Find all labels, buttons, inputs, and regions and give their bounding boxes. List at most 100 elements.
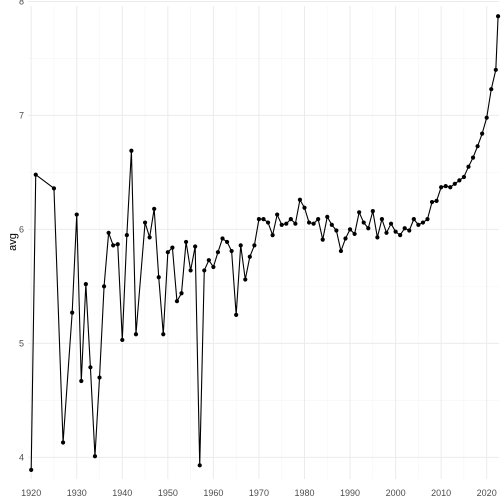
data-point xyxy=(252,243,256,247)
y-tick-label: 8 xyxy=(19,0,24,6)
data-point xyxy=(302,206,306,210)
data-point xyxy=(475,144,479,148)
data-point xyxy=(489,87,493,91)
data-point xyxy=(371,209,375,213)
data-point xyxy=(248,255,252,259)
data-point xyxy=(312,222,316,226)
data-point xyxy=(348,227,352,231)
data-point xyxy=(189,268,193,272)
data-point xyxy=(261,217,265,221)
data-point xyxy=(448,185,452,189)
data-point xyxy=(34,173,38,177)
y-axis-title: avg xyxy=(7,233,19,251)
data-point xyxy=(421,220,425,224)
data-point xyxy=(271,233,275,237)
x-tick-label: 1980 xyxy=(294,488,314,498)
data-point xyxy=(257,217,261,221)
x-tick-label: 2020 xyxy=(477,488,497,498)
data-point xyxy=(161,332,165,336)
data-point xyxy=(111,243,115,247)
data-point xyxy=(457,178,461,182)
data-point xyxy=(380,217,384,221)
data-point xyxy=(234,313,238,317)
x-tick-label: 1950 xyxy=(158,488,178,498)
data-point xyxy=(384,231,388,235)
data-point xyxy=(61,440,65,444)
data-point xyxy=(116,242,120,246)
data-point xyxy=(353,232,357,236)
data-point xyxy=(425,217,429,221)
y-tick-label: 7 xyxy=(19,110,24,120)
data-point xyxy=(157,275,161,279)
data-point xyxy=(293,222,297,226)
data-point xyxy=(97,375,101,379)
data-point xyxy=(129,149,133,153)
x-tick-label: 1970 xyxy=(249,488,269,498)
data-point xyxy=(362,220,366,224)
data-point xyxy=(170,246,174,250)
data-point xyxy=(166,250,170,254)
data-point xyxy=(398,233,402,237)
data-point xyxy=(496,14,500,18)
data-point xyxy=(325,215,329,219)
data-point xyxy=(230,249,234,253)
data-point xyxy=(462,175,466,179)
data-point xyxy=(471,155,475,159)
data-point xyxy=(75,212,79,216)
data-point xyxy=(239,243,243,247)
data-point xyxy=(275,212,279,216)
data-point xyxy=(184,240,188,244)
data-point xyxy=(343,236,347,240)
data-point xyxy=(334,228,338,232)
data-point xyxy=(143,220,147,224)
data-point xyxy=(202,268,206,272)
data-point xyxy=(102,284,106,288)
data-point xyxy=(211,265,215,269)
data-point xyxy=(198,463,202,467)
data-point xyxy=(179,291,183,295)
data-point xyxy=(485,116,489,120)
data-point xyxy=(407,228,411,232)
data-point xyxy=(339,249,343,253)
data-point xyxy=(453,182,457,186)
data-point xyxy=(216,250,220,254)
x-tick-label: 2000 xyxy=(386,488,406,498)
data-point xyxy=(316,217,320,221)
data-point xyxy=(480,132,484,136)
data-point xyxy=(434,199,438,203)
y-tick-label: 4 xyxy=(19,452,24,462)
data-point xyxy=(29,468,33,472)
data-point xyxy=(152,207,156,211)
data-point xyxy=(439,185,443,189)
data-point xyxy=(70,310,74,314)
data-point xyxy=(52,186,56,190)
y-tick-label: 5 xyxy=(19,338,24,348)
data-point xyxy=(466,165,470,169)
data-point xyxy=(220,236,224,240)
data-point xyxy=(243,277,247,281)
data-point xyxy=(84,282,88,286)
x-tick-label: 1930 xyxy=(67,488,87,498)
data-point xyxy=(375,235,379,239)
data-point xyxy=(357,210,361,214)
data-point xyxy=(107,231,111,235)
x-tick-label: 1940 xyxy=(112,488,132,498)
data-point xyxy=(389,222,393,226)
data-point xyxy=(430,200,434,204)
x-tick-label: 1990 xyxy=(340,488,360,498)
data-point xyxy=(298,198,302,202)
data-point xyxy=(330,223,334,227)
data-point xyxy=(148,235,152,239)
data-point xyxy=(120,338,124,342)
data-point xyxy=(444,184,448,188)
data-point xyxy=(307,220,311,224)
data-point xyxy=(321,238,325,242)
x-tick-label: 1960 xyxy=(203,488,223,498)
data-point xyxy=(125,233,129,237)
data-point xyxy=(79,379,83,383)
data-point xyxy=(412,217,416,221)
data-point xyxy=(366,226,370,230)
data-point xyxy=(403,226,407,230)
x-tick-label: 2010 xyxy=(431,488,451,498)
